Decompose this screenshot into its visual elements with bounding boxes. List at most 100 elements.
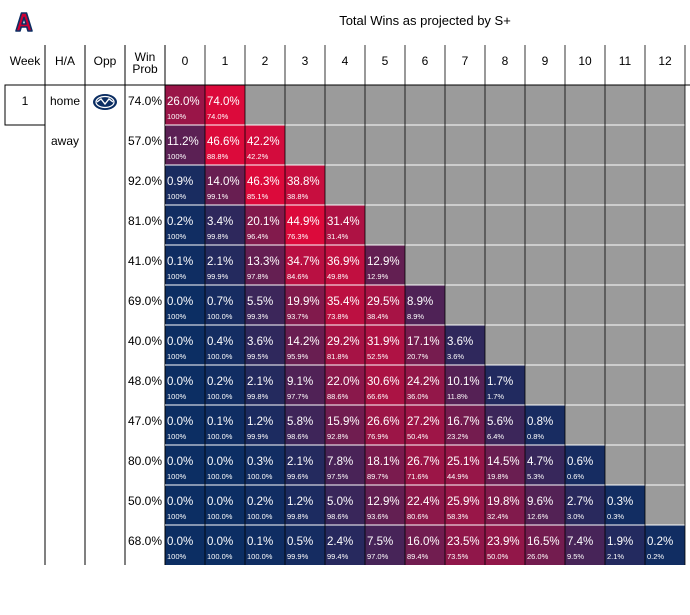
cell-empty <box>525 165 565 205</box>
cell-exact-prob: 5.5% <box>247 296 273 308</box>
cell-prob <box>285 485 325 525</box>
cell-empty <box>405 205 445 245</box>
cell-exact-prob: 1.7% <box>487 376 513 388</box>
cell-prob <box>365 405 405 445</box>
cell-at-least-prob: 99.3% <box>247 312 269 321</box>
cell-prob <box>405 485 445 525</box>
cell-empty <box>405 245 445 285</box>
cell-empty <box>565 125 605 165</box>
cell-prob <box>485 485 525 525</box>
cell-at-least-prob: 73.5% <box>447 552 469 561</box>
cell-at-least-prob: 3.0% <box>567 512 584 521</box>
cell-empty <box>445 205 485 245</box>
cell-empty <box>605 205 645 245</box>
cell-exact-prob: 1.9% <box>607 536 633 548</box>
cell-empty <box>565 165 605 205</box>
cell-at-least-prob: 93.6% <box>367 512 389 521</box>
cell-empty <box>405 125 445 165</box>
cell-exact-prob: 0.3% <box>607 496 633 508</box>
cell-at-least-prob: 100% <box>167 552 187 561</box>
cell-at-least-prob: 80.6% <box>407 512 429 521</box>
cell-exact-prob: 14.5% <box>487 456 520 468</box>
row-win-prob: 74.0% <box>128 94 162 108</box>
cell-at-least-prob: 100.0% <box>207 512 233 521</box>
cell-empty <box>645 445 685 485</box>
cell-at-least-prob: 66.6% <box>367 392 389 401</box>
cell-empty <box>605 405 645 445</box>
cell-prob <box>165 525 205 565</box>
cell-at-least-prob: 100.0% <box>207 472 233 481</box>
cell-empty <box>565 245 605 285</box>
cell-exact-prob: 22.4% <box>407 496 440 508</box>
cell-empty <box>645 85 685 125</box>
cell-at-least-prob: 99.9% <box>247 432 269 441</box>
cell-at-least-prob: 32.4% <box>487 512 509 521</box>
cell-at-least-prob: 97.5% <box>327 472 349 481</box>
cell-at-least-prob: 99.4% <box>327 552 349 561</box>
cell-exact-prob: 27.2% <box>407 416 440 428</box>
cell-exact-prob: 8.9% <box>407 296 433 308</box>
cell-empty <box>605 125 645 165</box>
row-win-prob: 48.0% <box>128 374 162 388</box>
cell-at-least-prob: 100% <box>167 312 187 321</box>
cell-prob <box>285 365 325 405</box>
cell-prob <box>485 365 525 405</box>
cell-empty <box>485 285 525 325</box>
cell-prob <box>325 245 365 285</box>
cell-exact-prob: 0.3% <box>247 456 273 468</box>
header-wins-2: 2 <box>262 54 269 68</box>
cell-exact-prob: 15.9% <box>327 416 360 428</box>
cell-at-least-prob: 0.8% <box>527 432 544 441</box>
cell-at-least-prob: 100.0% <box>247 472 273 481</box>
cell-at-least-prob: 0.6% <box>567 472 584 481</box>
cell-prob <box>485 405 525 445</box>
row-home-away: home <box>50 94 80 108</box>
cell-prob <box>245 405 285 445</box>
cell-empty <box>525 285 565 325</box>
cell-at-least-prob: 89.4% <box>407 552 429 561</box>
cell-prob <box>205 405 245 445</box>
row-win-prob: 80.0% <box>128 454 162 468</box>
cell-exact-prob: 0.1% <box>247 536 273 548</box>
row-win-prob: 50.0% <box>128 494 162 508</box>
cell-exact-prob: 0.8% <box>527 416 553 428</box>
cell-prob <box>325 325 365 365</box>
cell-prob <box>325 525 365 565</box>
cell-prob <box>205 445 245 485</box>
cell-prob <box>285 325 325 365</box>
cell-at-least-prob: 97.7% <box>287 392 309 401</box>
cell-prob <box>365 445 405 485</box>
cell-exact-prob: 0.0% <box>167 456 193 468</box>
cell-prob <box>565 485 605 525</box>
row-week: 1 <box>22 94 29 108</box>
header-wins-8: 8 <box>502 54 509 68</box>
header-wins-10: 10 <box>578 54 592 68</box>
cell-empty <box>325 125 365 165</box>
row-win-prob: 40.0% <box>128 334 162 348</box>
cell-prob <box>205 365 245 405</box>
cell-exact-prob: 5.8% <box>287 416 313 428</box>
cell-prob <box>405 285 445 325</box>
cell-empty <box>645 165 685 205</box>
cell-exact-prob: 25.1% <box>447 456 480 468</box>
cell-at-least-prob: 52.5% <box>367 352 389 361</box>
cell-at-least-prob: 100% <box>167 112 187 121</box>
cell-exact-prob: 12.9% <box>367 256 400 268</box>
cell-prob <box>165 365 205 405</box>
cell-exact-prob: 9.1% <box>287 376 313 388</box>
cell-at-least-prob: 76.3% <box>287 232 309 241</box>
cell-empty <box>285 125 325 165</box>
cell-exact-prob: 0.2% <box>247 496 273 508</box>
cell-exact-prob: 7.4% <box>567 536 593 548</box>
cell-empty <box>485 85 525 125</box>
cell-at-least-prob: 71.6% <box>407 472 429 481</box>
cell-exact-prob: 18.1% <box>367 456 400 468</box>
cell-empty <box>445 85 485 125</box>
cell-exact-prob: 19.9% <box>287 296 320 308</box>
cell-empty <box>365 165 405 205</box>
cell-at-least-prob: 100% <box>167 232 187 241</box>
cell-at-least-prob: 20.7% <box>407 352 429 361</box>
cell-prob <box>365 485 405 525</box>
cell-exact-prob: 34.7% <box>287 256 320 268</box>
cell-empty <box>645 485 685 525</box>
